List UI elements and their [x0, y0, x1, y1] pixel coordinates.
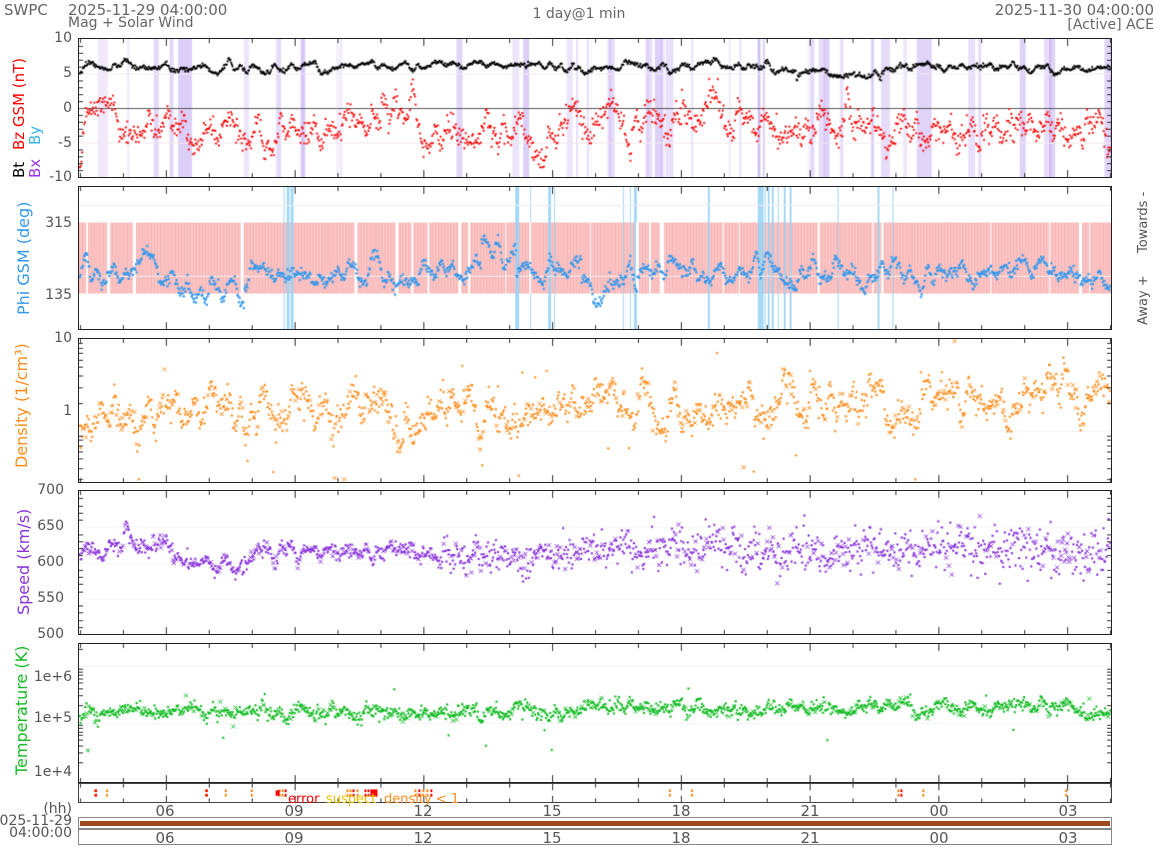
- footer-time-label: 04:00:00: [9, 825, 72, 841]
- xaxis-tick-top-06: 06: [155, 802, 175, 820]
- speed-ytick-600: 600: [37, 554, 64, 570]
- xaxis-tick-top-15: 15: [542, 802, 562, 820]
- xaxis-tick-bottom-00: 00: [929, 829, 949, 847]
- page-header: SWPC 2025-11-29 04:00:00 Mag + Solar Win…: [0, 0, 1158, 33]
- density-ytick-10: 10: [54, 330, 72, 346]
- xaxis-tick-top-12: 12: [413, 802, 433, 820]
- temperature-plot-canvas: [79, 644, 1111, 782]
- speed-ytick-700: 700: [37, 482, 64, 498]
- temp-ytick-1e4: 1e+4: [33, 764, 72, 780]
- density-plot-canvas: [79, 339, 1111, 482]
- agency-label: SWPC: [4, 1, 48, 19]
- legend-suspect: suspect: [326, 792, 377, 807]
- panel-phi[interactable]: [78, 186, 1112, 330]
- legend-error: error: [288, 792, 320, 807]
- xaxis-tick-top-21: 21: [800, 802, 820, 820]
- xaxis-tick-bottom-21: 21: [800, 829, 820, 847]
- mag-ytick-10: 10: [54, 30, 72, 46]
- phi-right-label-towards: Towards -: [1136, 191, 1151, 253]
- start-time-label: 2025-11-29 04:00:00: [68, 1, 228, 19]
- panel-speed[interactable]: [78, 490, 1112, 635]
- xaxis-tick-bottom-06: 06: [155, 829, 175, 847]
- xaxis-tick-bottom-09: 09: [284, 829, 304, 847]
- timeline-track[interactable]: [78, 817, 1112, 829]
- timeline-progress[interactable]: [80, 821, 1110, 826]
- quality-flag-canvas: [79, 784, 1111, 802]
- source-label: [Active] ACE: [1067, 17, 1154, 33]
- mag-ytick-m10: -10: [49, 169, 72, 185]
- density-ytick-1: 1: [63, 403, 72, 419]
- timeline-scrollbar[interactable]: [78, 829, 1112, 845]
- temperature-ylabel: Temperature (K): [12, 645, 31, 775]
- xaxis-tick-top-03: 03: [1058, 802, 1078, 820]
- mag-ytick-m5: -5: [58, 135, 72, 151]
- panel-quality-flags[interactable]: [78, 783, 1112, 803]
- panel-density[interactable]: [78, 338, 1112, 483]
- xaxis-tick-top-09: 09: [284, 802, 304, 820]
- xaxis-tick-top-18: 18: [671, 802, 691, 820]
- range-label: 1 day@1 min: [532, 6, 626, 22]
- speed-ytick-500: 500: [37, 626, 64, 642]
- temp-ytick-1e6: 1e+6: [33, 669, 72, 685]
- panel-mag[interactable]: [78, 38, 1112, 178]
- end-time-label: 2025-11-30 04:00:00: [994, 1, 1154, 19]
- phi-ytick-135: 135: [45, 287, 72, 303]
- xaxis-tick-bottom-12: 12: [413, 829, 433, 847]
- phi-plot-canvas: [79, 187, 1111, 329]
- phi-ytick-315: 315: [45, 215, 72, 231]
- hh-label: (hh): [43, 801, 72, 817]
- footer-date-label: 2025-11-29: [0, 813, 72, 829]
- mag-ytick-0: 0: [63, 100, 72, 116]
- mag-plot-canvas: [79, 39, 1111, 177]
- xaxis-tick-bottom-03: 03: [1058, 829, 1078, 847]
- phi-right-label-away: Away +: [1136, 275, 1151, 325]
- xaxis-tick-bottom-15: 15: [542, 829, 562, 847]
- mag-ytick-5: 5: [63, 65, 72, 81]
- product-label: Mag + Solar Wind: [68, 15, 194, 31]
- speed-ytick-650: 650: [37, 518, 64, 534]
- speed-ytick-550: 550: [37, 590, 64, 606]
- panel-temperature[interactable]: [78, 643, 1112, 783]
- xaxis-tick-top-00: 00: [929, 802, 949, 820]
- speed-plot-canvas: [79, 491, 1111, 634]
- legend-density: density < 1: [384, 792, 460, 807]
- temp-ytick-1e5: 1e+5: [33, 710, 72, 726]
- xaxis-tick-bottom-18: 18: [671, 829, 691, 847]
